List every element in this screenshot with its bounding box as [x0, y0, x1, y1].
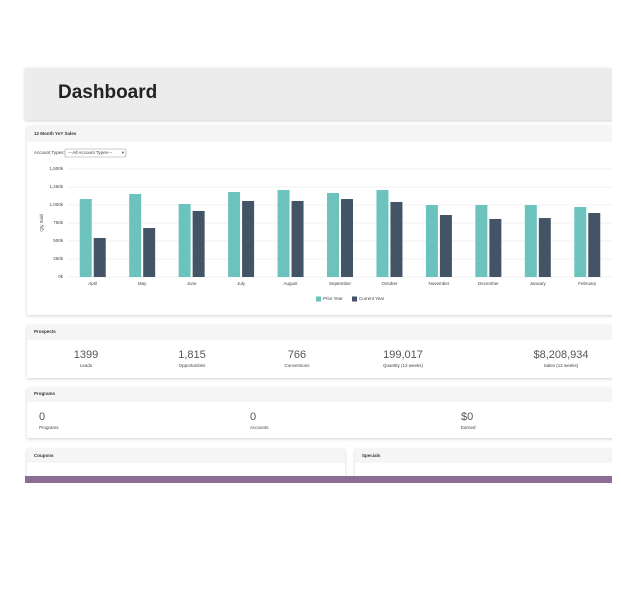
bar	[178, 203, 191, 277]
x-tick-label: June	[187, 281, 197, 286]
y-tick-label: 1,500k	[49, 166, 63, 171]
coupons-card-header	[27, 449, 345, 463]
sales-card-header	[27, 126, 612, 142]
bar	[574, 207, 587, 277]
x-tick-label: September	[329, 281, 352, 286]
bar	[291, 200, 304, 277]
x-tick-label: April	[88, 281, 97, 286]
x-tick-label: May	[138, 281, 147, 286]
sales-card	[27, 126, 612, 315]
stat-value: 1,815	[178, 349, 206, 361]
legend-label: Current Year	[359, 296, 385, 301]
prospects-card-header	[27, 325, 612, 340]
filter-select[interactable]	[64, 148, 127, 158]
bar	[439, 215, 452, 277]
bar	[192, 210, 205, 277]
panel-title: 12 Month YoY Sales	[34, 131, 77, 136]
bar	[489, 218, 502, 277]
stat-value: $0	[461, 411, 473, 423]
stat-label: Programs	[39, 425, 59, 430]
x-tick-label: January	[530, 281, 547, 286]
y-tick-label: 1,000k	[49, 202, 63, 207]
bar	[79, 199, 92, 277]
stat-label: Conversions	[284, 363, 310, 368]
y-tick-label: 500k	[53, 238, 64, 243]
x-tick-label: July	[237, 281, 246, 286]
y-tick-label: 250k	[53, 256, 64, 261]
content: Dashboard 12 Month YoY Sales Account Typ…	[25, 68, 612, 483]
stat-label: Quantity (12 weeks)	[383, 363, 424, 368]
bar	[242, 200, 255, 277]
select-caret: ▾	[122, 150, 125, 155]
bar	[327, 192, 339, 277]
stat-label: Leads	[80, 363, 93, 368]
stat-label: Sales (12 weeks)	[544, 363, 579, 368]
legend-label: Prior Year	[323, 296, 343, 301]
bar	[475, 205, 488, 277]
bar	[341, 199, 353, 277]
bar	[588, 212, 601, 277]
panel-title: Prospects	[34, 329, 56, 334]
stat-label: Earned	[461, 425, 476, 430]
bar	[425, 205, 438, 277]
stat-value: 0	[250, 411, 256, 423]
filter-label: Account Types:	[34, 150, 65, 155]
legend-swatch	[352, 296, 357, 302]
stat-label: Accounts	[250, 425, 269, 430]
bar	[143, 228, 156, 277]
legend-swatch	[316, 296, 321, 302]
x-tick-label: December	[478, 281, 499, 286]
programs-card-header	[27, 388, 612, 402]
stat-value: 766	[288, 349, 306, 361]
stat-value: 199,017	[383, 349, 423, 361]
stat-value: $8,208,934	[533, 349, 588, 361]
bar	[228, 192, 241, 277]
bar	[376, 190, 389, 277]
y-tick-label: 1,250k	[49, 184, 63, 189]
x-tick-label: November	[429, 281, 450, 286]
y-tick-label: 750k	[53, 220, 64, 225]
y-tick-label: 0k	[58, 274, 64, 279]
filter-value: ---All Account Types---	[68, 150, 113, 155]
chart: 0k 250k 500k 750k 1,000k 1,250k 1,500k April May…	[49, 166, 612, 302]
bar	[390, 201, 403, 277]
x-tick-label: February	[578, 281, 597, 286]
stat-value: 1399	[74, 349, 98, 361]
panel-title: Coupons	[34, 453, 54, 458]
specials-card-header	[355, 449, 612, 463]
bar	[538, 218, 551, 277]
stat-value: 0	[39, 411, 45, 423]
header-bar	[25, 68, 612, 120]
y-axis-label: Qty Sold	[39, 214, 44, 232]
page-title: Dashboard	[58, 82, 157, 103]
stat-label: Opportunities	[179, 363, 207, 368]
bar	[524, 205, 537, 277]
bar	[93, 237, 106, 277]
bar	[277, 190, 290, 277]
panel-title: Specials	[362, 453, 381, 458]
bar	[129, 193, 142, 277]
footer-bar	[25, 476, 612, 483]
x-tick-label: August	[284, 281, 299, 286]
x-tick-label: October	[381, 281, 398, 286]
panel-title: Programs	[34, 391, 56, 396]
